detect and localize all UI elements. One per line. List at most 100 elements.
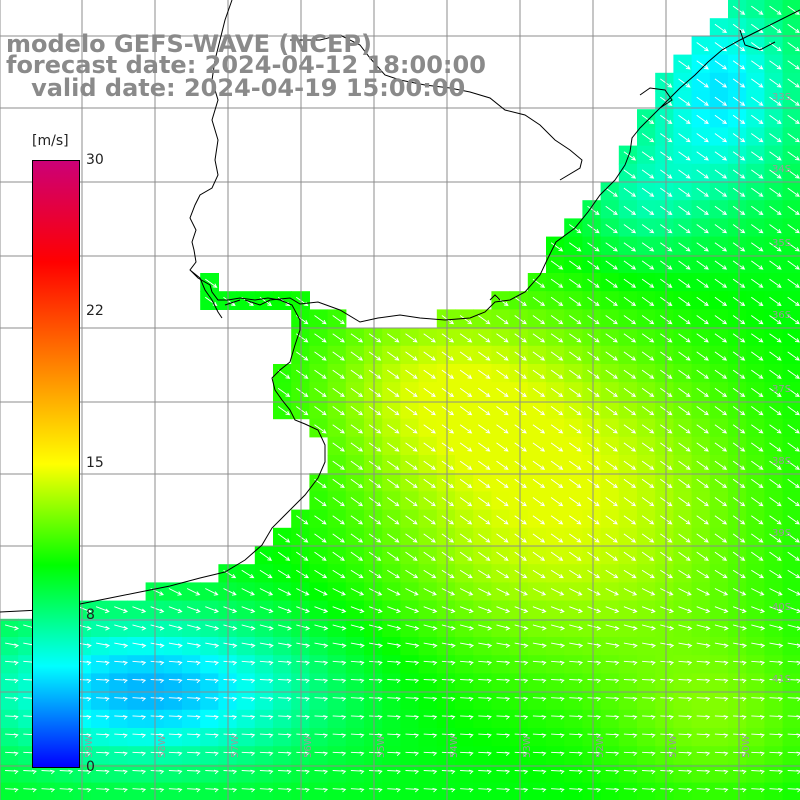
- wind-arrow: [787, 5, 800, 15]
- wind-cell: [54, 782, 74, 800]
- wind-arrow: [168, 769, 183, 775]
- wind-arrow: [605, 242, 618, 252]
- wind-cell: [764, 655, 784, 674]
- wind-arrow: [696, 96, 709, 106]
- wind-arrow: [623, 442, 637, 452]
- wind-cell: [273, 746, 292, 765]
- wind-cell: [782, 564, 800, 583]
- wind-cell: [382, 691, 401, 711]
- wind-arrow: [278, 787, 292, 793]
- wind-cell: [309, 782, 329, 800]
- wind-arrow: [405, 460, 418, 470]
- wind-arrow: [714, 114, 728, 125]
- wind-arrow: [605, 769, 620, 775]
- wind-cell: [582, 582, 602, 602]
- wind-cell: [163, 600, 183, 620]
- wind-cell: [673, 582, 693, 602]
- wind-arrow: [787, 187, 800, 197]
- wind-arrow: [514, 569, 528, 579]
- wind-cell: [109, 600, 128, 620]
- wind-arrow: [605, 424, 618, 434]
- wind-cell: [345, 691, 365, 711]
- wind-arrow: [387, 369, 400, 379]
- wind-arrow: [441, 769, 456, 775]
- wind-arrow: [296, 787, 310, 793]
- wind-arrow: [714, 624, 729, 631]
- wind-arrow: [751, 588, 765, 596]
- wind-arrow: [641, 242, 655, 252]
- wind-arrow: [332, 460, 345, 470]
- wind-arrow: [441, 751, 456, 757]
- wind-arrow: [168, 606, 183, 614]
- wind-cell: [709, 691, 729, 711]
- wind-arrow: [405, 733, 420, 738]
- wind-cell: [491, 637, 511, 656]
- wind-arrow: [787, 678, 800, 684]
- wind-arrow: [496, 478, 509, 489]
- wind-arrow: [277, 369, 291, 379]
- wind-cell: [527, 764, 547, 784]
- wind-arrow: [550, 369, 564, 379]
- wind-cell: [673, 618, 693, 638]
- wind-arrow: [696, 42, 709, 52]
- wind-arrow: [696, 278, 709, 288]
- wind-arrow: [350, 515, 364, 525]
- wind-arrow: [187, 642, 202, 648]
- wind-cell: [327, 655, 347, 674]
- wind-arrow: [641, 133, 655, 143]
- wind-arrow: [241, 696, 256, 702]
- wind-arrow: [714, 460, 728, 470]
- wind-arrow: [205, 624, 220, 631]
- wind-arrow: [587, 606, 602, 614]
- wind-arrow: [605, 678, 620, 684]
- wind-arrow: [496, 624, 511, 631]
- wind-cell: [0, 728, 19, 747]
- wind-arrow: [751, 60, 764, 70]
- wind-arrow: [514, 787, 529, 793]
- wind-cell: [782, 546, 800, 565]
- wind-arrow: [623, 588, 638, 596]
- wind-arrow: [150, 678, 165, 684]
- wind-arrow: [496, 387, 509, 398]
- wind-arrow: [641, 606, 656, 614]
- wind-cell: [637, 691, 656, 711]
- wind-arrow: [387, 678, 401, 684]
- wind-arrow: [478, 751, 492, 757]
- wind-arrow: [423, 551, 436, 561]
- wind-cell: [582, 782, 602, 800]
- wind-arrow: [678, 715, 693, 720]
- wind-arrow: [751, 660, 766, 666]
- wind-arrow: [587, 624, 602, 631]
- wind-arrow: [278, 678, 292, 684]
- wind-arrow: [514, 642, 529, 648]
- wind-cell: [564, 655, 583, 674]
- wind-arrow: [350, 478, 364, 489]
- wind-cell: [109, 709, 128, 729]
- wind-arrow: [605, 187, 618, 197]
- wind-arrow: [769, 23, 782, 34]
- wind-arrow: [569, 369, 582, 379]
- wind-cell: [418, 600, 438, 620]
- wind-cell: [309, 582, 329, 602]
- wind-arrow: [332, 769, 347, 775]
- wind-arrow: [478, 642, 493, 648]
- wind-arrow: [96, 769, 110, 775]
- wind-arrow: [350, 460, 364, 470]
- wind-cell: [655, 746, 674, 765]
- wind-cell: [309, 655, 329, 674]
- wind-cell: [673, 564, 693, 583]
- wind-arrow: [314, 624, 329, 631]
- wind-arrow: [532, 497, 546, 507]
- wind-cell: [0, 782, 19, 800]
- wind-arrow: [769, 478, 782, 489]
- wind-arrow: [350, 787, 365, 793]
- wind-cell: [600, 600, 620, 620]
- wind-arrow: [641, 296, 655, 307]
- wind-arrow: [478, 369, 491, 379]
- wind-arrow: [532, 442, 546, 452]
- wind-arrow: [460, 769, 474, 775]
- wind-arrow: [714, 696, 729, 702]
- wind-arrow: [605, 588, 619, 596]
- wind-cell: [691, 564, 711, 583]
